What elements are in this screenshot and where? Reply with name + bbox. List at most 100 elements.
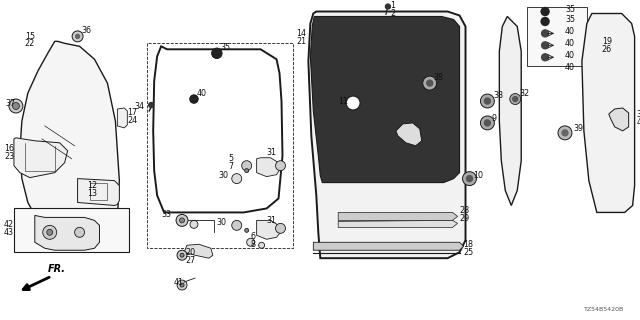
Text: 21: 21 (296, 37, 307, 46)
Circle shape (12, 102, 19, 109)
Text: 30: 30 (219, 171, 229, 180)
Circle shape (180, 283, 184, 287)
Circle shape (232, 220, 242, 230)
Text: 41: 41 (174, 277, 184, 287)
Text: 14: 14 (296, 29, 307, 38)
Text: 17: 17 (127, 108, 138, 117)
Polygon shape (14, 208, 129, 252)
Text: 42: 42 (4, 220, 14, 229)
Circle shape (212, 48, 222, 58)
Polygon shape (14, 138, 68, 178)
Circle shape (541, 42, 548, 49)
Circle shape (541, 30, 548, 37)
Circle shape (72, 31, 83, 42)
Circle shape (190, 220, 198, 228)
Circle shape (180, 253, 184, 257)
Circle shape (558, 126, 572, 140)
Text: 16: 16 (4, 144, 14, 153)
Text: 13: 13 (88, 189, 97, 198)
Circle shape (190, 95, 198, 103)
Text: 8: 8 (251, 240, 255, 249)
Circle shape (562, 130, 568, 136)
Polygon shape (184, 244, 213, 258)
Text: 35: 35 (565, 5, 575, 14)
Text: 27: 27 (185, 256, 195, 265)
Text: 40: 40 (565, 39, 575, 48)
Text: 34: 34 (134, 101, 144, 110)
Text: 43: 43 (4, 228, 14, 237)
Text: 33: 33 (161, 210, 171, 219)
Text: 1: 1 (390, 1, 395, 10)
Text: 7: 7 (228, 162, 234, 171)
Text: 36: 36 (81, 26, 92, 35)
Polygon shape (396, 123, 422, 146)
Circle shape (513, 97, 518, 101)
Circle shape (423, 76, 436, 90)
Text: 40: 40 (565, 63, 575, 72)
Text: 5: 5 (228, 154, 234, 163)
Polygon shape (338, 212, 458, 220)
Circle shape (484, 120, 490, 126)
Text: 15: 15 (25, 32, 35, 41)
Text: 40: 40 (197, 89, 207, 98)
Text: 28: 28 (460, 206, 470, 215)
Text: 30: 30 (217, 218, 227, 227)
Text: 20: 20 (185, 248, 195, 257)
Circle shape (481, 94, 494, 108)
Circle shape (346, 96, 360, 110)
Circle shape (242, 161, 252, 171)
Circle shape (484, 98, 490, 104)
Text: 26: 26 (602, 45, 612, 54)
Circle shape (47, 229, 52, 235)
Circle shape (467, 176, 472, 181)
Polygon shape (527, 6, 587, 66)
Circle shape (75, 227, 84, 237)
Text: 25: 25 (463, 248, 474, 257)
Circle shape (232, 174, 242, 184)
Text: 29: 29 (460, 214, 470, 223)
Text: 32: 32 (519, 89, 529, 98)
Circle shape (276, 223, 285, 233)
Circle shape (541, 8, 549, 15)
Polygon shape (308, 12, 465, 258)
Text: 38: 38 (434, 73, 444, 82)
Circle shape (177, 250, 187, 260)
Text: 6: 6 (251, 232, 255, 241)
Text: 10: 10 (474, 171, 483, 180)
Polygon shape (609, 108, 628, 131)
Circle shape (212, 48, 222, 58)
Text: 24: 24 (127, 116, 138, 125)
Circle shape (148, 102, 154, 108)
Circle shape (463, 172, 476, 186)
Circle shape (244, 228, 249, 232)
Circle shape (9, 99, 23, 113)
Text: 3: 3 (637, 110, 640, 119)
Circle shape (177, 280, 187, 290)
Circle shape (76, 34, 79, 38)
Text: 31: 31 (267, 148, 276, 157)
Polygon shape (117, 108, 127, 128)
Circle shape (276, 161, 285, 171)
Polygon shape (257, 220, 280, 239)
Text: 39: 39 (573, 124, 583, 133)
Text: 40: 40 (565, 27, 575, 36)
Text: TZ54B5420B: TZ54B5420B (584, 307, 625, 312)
Circle shape (244, 169, 249, 173)
Circle shape (190, 95, 198, 103)
Polygon shape (314, 242, 463, 250)
Polygon shape (338, 220, 458, 227)
Text: 12: 12 (88, 181, 98, 190)
Polygon shape (582, 13, 635, 212)
Text: 35: 35 (221, 43, 231, 52)
Polygon shape (499, 17, 521, 205)
Circle shape (385, 4, 390, 9)
Text: 4: 4 (637, 118, 640, 127)
Text: 2: 2 (390, 9, 395, 18)
Text: 38: 38 (493, 91, 504, 100)
Polygon shape (20, 41, 120, 235)
Polygon shape (257, 158, 280, 177)
Circle shape (43, 225, 57, 239)
Circle shape (180, 218, 184, 223)
Text: 31: 31 (267, 216, 276, 225)
Text: 18: 18 (463, 240, 474, 249)
